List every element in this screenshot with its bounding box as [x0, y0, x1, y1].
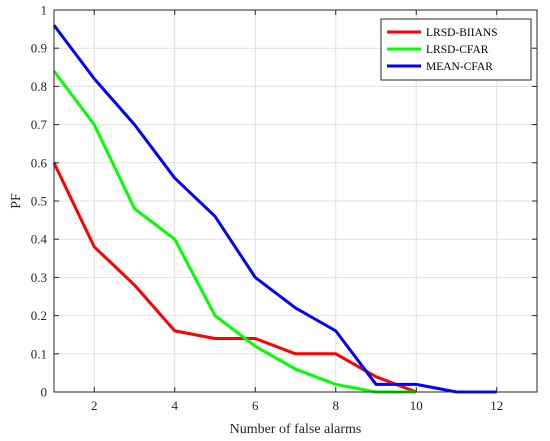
x-tick-label: 2 — [91, 398, 98, 413]
x-tick-label: 12 — [490, 398, 503, 413]
series-line-lrsd-cfar — [52, 70, 417, 394]
y-tick-label: 0.9 — [31, 41, 47, 56]
y-tick-label: 1 — [41, 3, 48, 18]
legend-entry-label: LRSD-BIIANS — [426, 27, 498, 39]
y-tick-label: 0 — [41, 385, 48, 400]
series-line-lrsd-biians — [52, 162, 417, 394]
legend-entry-label: LRSD-CFAR — [426, 44, 489, 56]
y-tick-label: 0.4 — [31, 232, 48, 247]
x-tick-label: 8 — [333, 398, 340, 413]
series-layer — [52, 24, 497, 394]
x-tick-label: 6 — [252, 398, 259, 413]
y-tick-label: 0.6 — [31, 155, 48, 170]
y-tick-label: 0.3 — [31, 270, 47, 285]
legend-entry-label: MEAN-CFAR — [426, 61, 493, 73]
y-tick-label: 0.2 — [31, 308, 47, 323]
y-tick-label: 0.1 — [31, 346, 47, 361]
y-tick-label: 0.8 — [31, 79, 47, 94]
x-tick-label: 10 — [410, 398, 423, 413]
x-axis-label: Number of false alarms — [230, 422, 362, 437]
grid-lines — [54, 9, 537, 393]
y-axis-label: PF — [9, 193, 24, 209]
ticks: 2 4 6 8 10 12 0 0.1 0.2 0.3 0.4 0.5 0.6 0.7 0.8 0.9 1 — [31, 3, 537, 413]
legend: LRSD-BIIANS LRSD-CFAR MEAN-CFAR — [380, 18, 532, 81]
series-line-mean-cfar — [52, 24, 497, 394]
x-tick-label: 4 — [172, 398, 179, 413]
y-tick-label: 0.5 — [31, 194, 47, 209]
y-tick-label: 0.7 — [31, 117, 48, 132]
